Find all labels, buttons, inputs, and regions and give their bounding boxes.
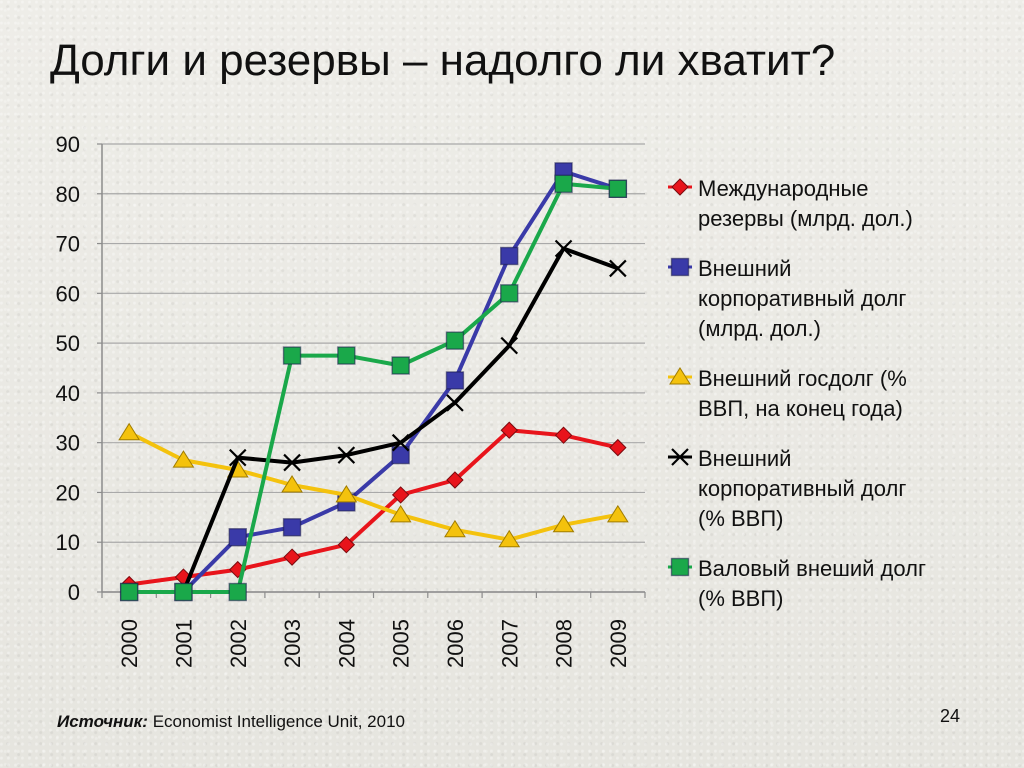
legend-label-4: (% ВВП) bbox=[698, 506, 784, 531]
y-tick-label: 70 bbox=[56, 232, 80, 257]
data-point-series-3 bbox=[498, 529, 521, 548]
y-tick-label: 80 bbox=[56, 182, 80, 207]
y-tick-label: 60 bbox=[56, 281, 80, 306]
legend-label-4: корпоративный долг bbox=[698, 476, 906, 501]
line-chart: 0 10 20 30 40 50 60 70 80 90 2000 2001 2002 2003 2004 2… bbox=[56, 132, 926, 668]
data-point-series-4 bbox=[500, 336, 519, 355]
legend-marker-1 bbox=[671, 178, 689, 196]
data-point-series-5 bbox=[228, 582, 247, 602]
data-point-series-1 bbox=[554, 426, 573, 444]
data-point-series-5 bbox=[282, 346, 302, 365]
data-point-series-4 bbox=[283, 453, 301, 472]
series-line-1 bbox=[128, 428, 619, 587]
legend-label-5: Валовый внеший долг bbox=[698, 556, 926, 581]
data-point-series-3 bbox=[281, 475, 303, 493]
y-tick-label: 20 bbox=[56, 480, 80, 505]
data-point-series-4 bbox=[391, 433, 410, 452]
y-tick-label: 40 bbox=[56, 381, 80, 406]
data-point-series-5 bbox=[445, 331, 465, 350]
legend-label-1: Международные bbox=[698, 176, 869, 201]
data-point-series-5 bbox=[608, 179, 628, 199]
data-point-series-5 bbox=[500, 284, 519, 303]
data-point-series-2 bbox=[500, 246, 519, 266]
legend-label-5: (% ВВП) bbox=[698, 586, 784, 611]
data-point-series-3 bbox=[335, 484, 358, 503]
x-tick-label: 2001 bbox=[171, 619, 196, 668]
y-tick-label: 90 bbox=[56, 132, 80, 157]
legend-label-1: резервы (млрд. дол.) bbox=[698, 206, 913, 231]
data-point-series-3 bbox=[172, 450, 195, 468]
data-point-series-4 bbox=[609, 259, 627, 278]
y-tick-label: 30 bbox=[56, 431, 80, 456]
legend-label-2: (млрд. дол.) bbox=[698, 316, 821, 341]
y-tick-label: 50 bbox=[56, 331, 80, 356]
series-line-5 bbox=[129, 181, 619, 594]
data-point-series-3 bbox=[118, 422, 141, 441]
data-point-series-1 bbox=[391, 486, 410, 504]
legend-marker-4 bbox=[671, 448, 689, 466]
data-point-series-2 bbox=[391, 445, 410, 465]
data-point-series-1 bbox=[500, 421, 518, 439]
x-tick-label: 2002 bbox=[226, 619, 251, 668]
data-point-series-3 bbox=[552, 514, 575, 533]
slide-title: Долги и резервы – надолго ли хватит? bbox=[50, 36, 836, 85]
x-tick-label: 2008 bbox=[552, 619, 577, 668]
data-point-series-3 bbox=[389, 504, 412, 523]
data-point-series-4 bbox=[446, 394, 464, 412]
source-text: Economist Intelligence Unit, 2010 bbox=[152, 712, 405, 731]
data-point-series-5 bbox=[174, 582, 193, 602]
legend-marker-2 bbox=[670, 257, 690, 277]
data-point-series-1 bbox=[337, 536, 356, 554]
x-tick-label: 2005 bbox=[389, 619, 414, 668]
series-line-2 bbox=[129, 169, 619, 594]
x-tick-label: 2006 bbox=[443, 619, 468, 668]
legend-marker-3 bbox=[669, 367, 691, 385]
data-point-series-5 bbox=[119, 582, 139, 602]
data-point-series-4 bbox=[228, 448, 247, 467]
y-tick-label: 10 bbox=[56, 530, 80, 555]
data-point-series-1 bbox=[609, 438, 627, 457]
legend-label-4: Внешний bbox=[698, 446, 791, 471]
legend-label-2: корпоративный долг bbox=[698, 286, 906, 311]
x-tick-label: 2000 bbox=[117, 619, 142, 668]
data-point-series-1 bbox=[446, 471, 464, 489]
data-point-series-1 bbox=[283, 548, 301, 566]
data-point-series-2 bbox=[228, 528, 247, 547]
data-point-series-2 bbox=[445, 371, 465, 390]
y-tick-label: 0 bbox=[68, 580, 80, 605]
data-point-series-5 bbox=[337, 346, 356, 365]
legend-label-2: Внешний bbox=[698, 256, 791, 281]
source-label: Источник: bbox=[57, 712, 148, 731]
legend-label-3: Внешний госдолг (% bbox=[698, 366, 907, 391]
source-note: Источник: Economist Intelligence Unit, 2… bbox=[57, 712, 405, 732]
data-point-series-2 bbox=[282, 518, 302, 537]
page-number: 24 bbox=[940, 706, 961, 726]
legend-label-3: ВВП, на конец года) bbox=[698, 396, 903, 421]
x-tick-label: 2009 bbox=[606, 619, 631, 668]
x-tick-label: 2004 bbox=[334, 619, 359, 668]
series-line-3 bbox=[128, 430, 619, 542]
legend-marker-5 bbox=[670, 557, 690, 577]
data-point-series-5 bbox=[554, 174, 573, 194]
data-point-series-4 bbox=[337, 446, 356, 464]
data-point-series-3 bbox=[606, 504, 629, 523]
x-tick-label: 2007 bbox=[497, 619, 522, 668]
data-point-series-5 bbox=[391, 356, 410, 375]
data-point-series-4 bbox=[554, 239, 573, 258]
x-tick-label: 2003 bbox=[280, 619, 305, 668]
data-point-series-3 bbox=[444, 519, 466, 538]
